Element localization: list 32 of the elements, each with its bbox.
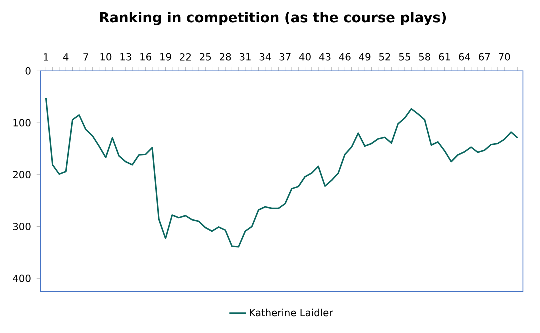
x-tick-label: 61 [439,53,450,61]
y-tick-label: 300 [13,222,31,230]
x-tick-label: 10 [100,53,112,61]
x-tick-label: 70 [499,53,510,61]
y-tick-label: 100 [14,119,31,127]
x-tick-label: 25 [200,53,212,61]
x-tick-label: 67 [479,53,490,61]
legend-label: Katherine Laidler [250,308,334,317]
x-tick-label: 40 [300,53,311,61]
y-tick-label: 400 [13,274,31,282]
x-tick-label: 28 [220,53,232,61]
x-tick-label: 64 [459,53,470,61]
x-tick-label: 55 [399,53,410,61]
x-tick-label: 19 [160,53,172,61]
line-series [45,97,519,248]
x-tick-label: 37 [280,53,291,61]
y-tick-label: 200 [13,171,31,179]
y-tick-label: 0 [26,67,31,75]
x-tick-label: 49 [359,53,371,61]
x-tick-label: 46 [339,53,351,61]
x-tick-label: 31 [240,53,251,61]
x-tick-label: 1 [44,54,48,61]
x-tick-label: 7 [84,54,88,61]
x-tick-label: 16 [140,53,152,61]
x-tick-label: 58 [419,53,430,61]
x-tick-label: 13 [120,53,132,61]
x-tick-label: 22 [180,53,191,61]
x-tick-label: 52 [380,53,390,61]
x-tick-label: 43 [319,53,331,61]
x-tick-label: 34 [260,53,272,61]
x-tick-label: 4 [63,54,69,61]
chart-title: Ranking in competition (as the course plays) [100,12,446,26]
